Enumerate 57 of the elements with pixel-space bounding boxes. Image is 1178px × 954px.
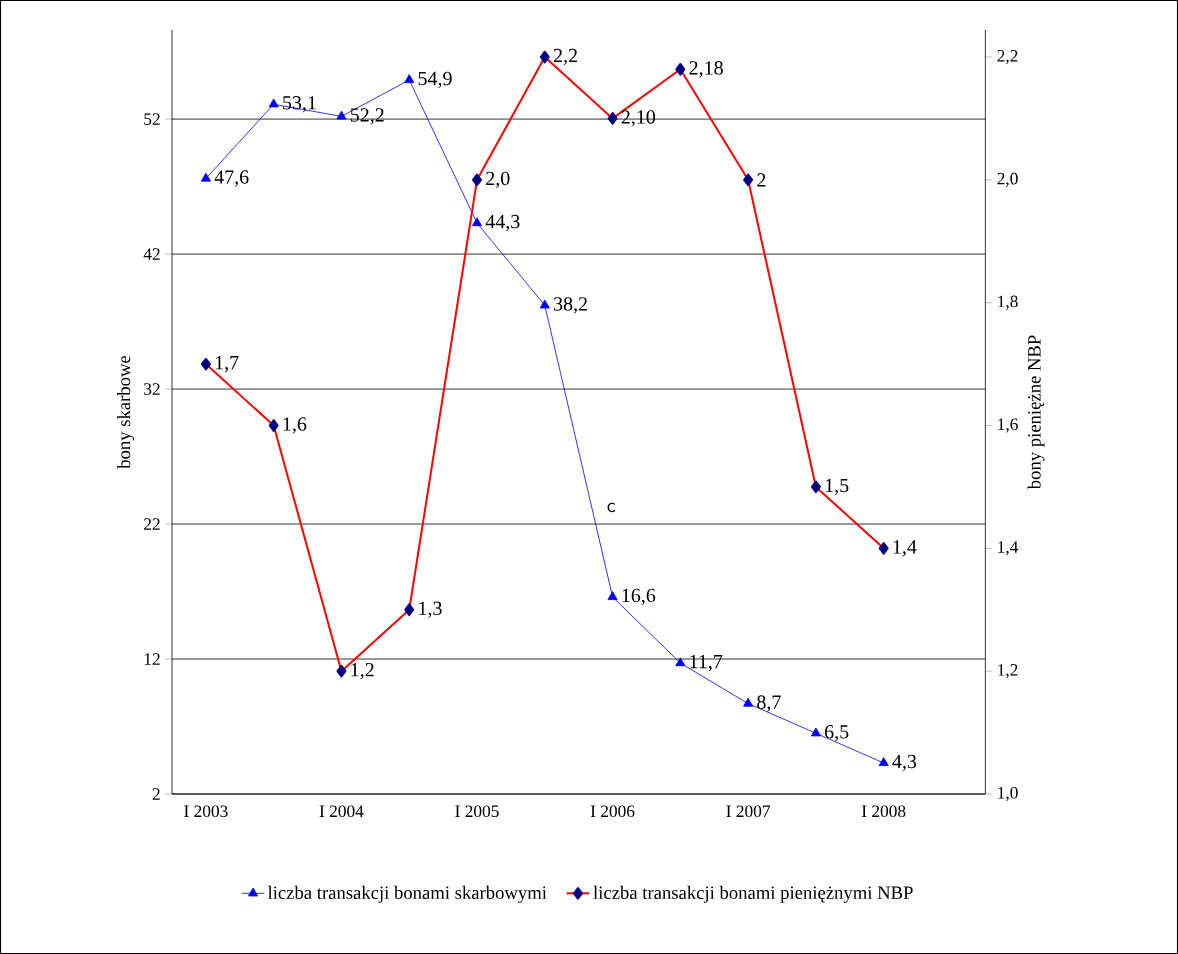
data-label: 2,10 (621, 110, 656, 127)
data-label: 52,2 (350, 108, 384, 125)
y2-axis-title: bony pieniężne NBP (1027, 335, 1045, 490)
y2-tick-label: 2,2 (997, 49, 1018, 65)
x-tick-label: I 2004 (319, 805, 364, 818)
y-tick-label: 52 (144, 113, 160, 125)
legend-label: liczba transakcji bonami skarbowymi (267, 885, 547, 903)
y2-tick-label: 1,8 (998, 295, 1018, 310)
x-tick-label: I 2005 (455, 805, 499, 818)
y-tick-label: 42 (143, 248, 160, 260)
data-label: 6,5 (825, 725, 849, 742)
data-label: 1,2 (351, 663, 374, 680)
y-tick-label: 32 (144, 383, 160, 395)
point (878, 757, 889, 767)
y2-tick-label: 1,6 (998, 418, 1018, 433)
y-axis-title: bony skarbowe (117, 355, 135, 469)
y-tick-label: 2 (152, 788, 160, 800)
data-label: 47,6 (214, 170, 249, 187)
data-label: 4,3 (892, 754, 917, 772)
data-label: 1,3 (419, 601, 442, 618)
data-label: 1,6 (283, 417, 307, 434)
y2-tick-label: 2,0 (997, 172, 1018, 187)
y2-tick-label: 1,2 (998, 664, 1018, 679)
data-label: 2,18 (689, 61, 723, 78)
data-label: 8,7 (757, 695, 781, 712)
point (404, 74, 415, 84)
point (471, 217, 483, 227)
point (336, 110, 347, 120)
data-label: 2,2 (553, 48, 577, 66)
x-tick-label: I 2003 (184, 805, 228, 818)
data-label: 16,6 (622, 588, 656, 606)
data-label: 1,5 (825, 478, 849, 496)
point (743, 697, 754, 707)
point (607, 591, 618, 600)
legend-label: liczba transakcji bonami pieniężnymi NBP (593, 885, 913, 903)
y-tick-label: 12 (144, 653, 160, 665)
data-label: 38,2 (554, 297, 587, 314)
point (539, 299, 550, 309)
annotation: c (607, 502, 615, 513)
point (268, 98, 279, 108)
point (675, 657, 686, 667)
x-tick-label: I 2006 (590, 805, 635, 818)
x-tick-label: I 2008 (861, 805, 906, 818)
data-label: 11,7 (690, 654, 723, 672)
y2-tick-label: 1,4 (998, 541, 1019, 556)
data-label: 2 (757, 173, 766, 187)
data-label: 1,4 (893, 540, 917, 557)
y-tick-label: 22 (144, 518, 160, 530)
y2-tick-label: 1,0 (998, 786, 1018, 802)
data-label: 53,1 (283, 96, 316, 113)
point (810, 727, 821, 737)
data-label: 2,0 (486, 171, 510, 189)
data-label: 44,3 (485, 214, 520, 232)
data-label: 54,9 (418, 71, 452, 89)
point (200, 172, 211, 182)
x-tick-label: I 2007 (726, 805, 771, 818)
data-label: 1,7 (215, 355, 239, 373)
